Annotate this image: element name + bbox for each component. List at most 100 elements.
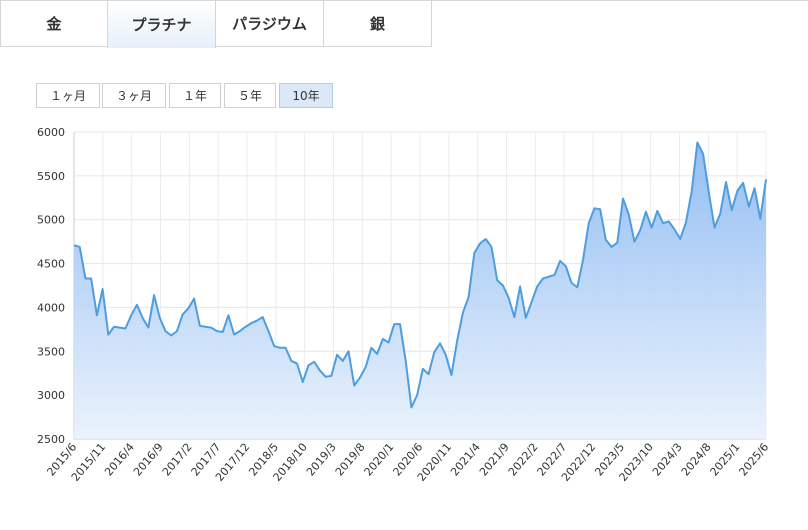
- price-point: [576, 286, 578, 288]
- y-tick-label: 6000: [37, 126, 65, 139]
- x-tick-label: 2020/1: [362, 441, 397, 479]
- price-point: [719, 213, 721, 215]
- price-point: [216, 330, 218, 332]
- price-point: [593, 207, 595, 209]
- price-point: [170, 335, 172, 337]
- x-tick-label: 2022/2: [506, 441, 541, 479]
- price-point: [227, 314, 229, 316]
- price-point: [445, 354, 447, 356]
- price-point: [302, 381, 304, 383]
- y-tick-label: 5000: [37, 214, 65, 227]
- metal-tabs: 金 プラチナ パラジウム 銀: [0, 0, 808, 48]
- price-point: [485, 238, 487, 240]
- price-point: [130, 314, 132, 316]
- price-point: [468, 296, 470, 298]
- y-tick-label: 3500: [37, 345, 65, 358]
- price-point: [90, 277, 92, 279]
- x-tick-label: 2021/4: [448, 441, 483, 479]
- price-series-line: [73, 141, 767, 409]
- y-tick-label: 5500: [37, 170, 65, 183]
- price-point: [502, 285, 504, 287]
- range-10-year-button[interactable]: 10年: [279, 83, 333, 108]
- price-point: [473, 252, 475, 254]
- price-point: [616, 242, 618, 244]
- price-point: [365, 366, 367, 368]
- price-point: [405, 360, 407, 362]
- x-tick-label: 2019/3: [304, 441, 339, 479]
- price-point: [245, 326, 247, 328]
- price-point: [559, 260, 561, 262]
- price-point: [428, 373, 430, 375]
- price-point: [679, 238, 681, 240]
- price-point: [450, 374, 452, 376]
- range-3-month-button[interactable]: ３ヶ月: [102, 83, 166, 108]
- price-point: [588, 222, 590, 224]
- price-point: [376, 353, 378, 355]
- price-point: [439, 342, 441, 344]
- price-point: [307, 364, 309, 366]
- price-point: [519, 285, 521, 287]
- price-point: [348, 350, 350, 352]
- price-point: [325, 376, 327, 378]
- price-point: [79, 246, 81, 248]
- price-point: [513, 316, 515, 318]
- price-point: [542, 277, 544, 279]
- price-point: [599, 208, 601, 210]
- price-point: [393, 323, 395, 325]
- price-point: [668, 220, 670, 222]
- price-point: [662, 222, 664, 224]
- x-tick-label: 2025/6: [736, 441, 771, 479]
- tab-gold[interactable]: 金: [0, 1, 108, 47]
- price-point: [759, 218, 761, 220]
- tab-palladium[interactable]: パラジウム: [215, 1, 324, 47]
- price-point: [508, 297, 510, 299]
- price-point: [193, 298, 195, 300]
- price-point: [165, 330, 167, 332]
- price-point: [656, 210, 658, 212]
- price-point: [651, 227, 653, 229]
- price-point: [525, 317, 527, 319]
- price-point: [422, 368, 424, 370]
- tab-silver[interactable]: 銀: [323, 1, 432, 47]
- price-point: [765, 178, 767, 180]
- price-point: [714, 227, 716, 229]
- price-point: [490, 246, 492, 248]
- price-point: [359, 377, 361, 379]
- price-point: [731, 209, 733, 211]
- x-tick-label: 2025/1: [708, 441, 743, 479]
- price-point: [611, 246, 613, 248]
- range-1-year-button[interactable]: １年: [169, 83, 221, 108]
- x-tick-label: 2019/8: [333, 441, 368, 479]
- price-point: [102, 288, 104, 290]
- price-point: [433, 351, 435, 353]
- price-point: [410, 406, 412, 408]
- price-point: [273, 345, 275, 347]
- x-tick-label: 2024/8: [679, 441, 714, 479]
- price-point: [187, 307, 189, 309]
- price-point: [296, 363, 298, 365]
- price-point: [290, 360, 292, 362]
- x-tick-label: 2016/9: [131, 441, 166, 479]
- price-point: [548, 276, 550, 278]
- price-point: [262, 316, 264, 318]
- price-point: [674, 228, 676, 230]
- price-point: [136, 304, 138, 306]
- price-point: [685, 221, 687, 223]
- price-point: [119, 327, 121, 329]
- price-point: [142, 317, 144, 319]
- range-1-month-button[interactable]: １ヶ月: [36, 83, 100, 108]
- price-point: [645, 211, 647, 213]
- range-5-year-button[interactable]: ５年: [224, 83, 276, 108]
- price-point: [330, 375, 332, 377]
- price-point: [531, 301, 533, 303]
- price-point: [267, 330, 269, 332]
- price-point: [565, 265, 567, 267]
- price-point: [205, 326, 207, 328]
- tab-platinum[interactable]: プラチナ: [107, 1, 216, 48]
- price-point: [96, 314, 98, 316]
- price-area-fill: [74, 142, 766, 439]
- price-point: [388, 342, 390, 344]
- price-point: [702, 153, 704, 155]
- price-point: [113, 326, 115, 328]
- price-point: [622, 198, 624, 200]
